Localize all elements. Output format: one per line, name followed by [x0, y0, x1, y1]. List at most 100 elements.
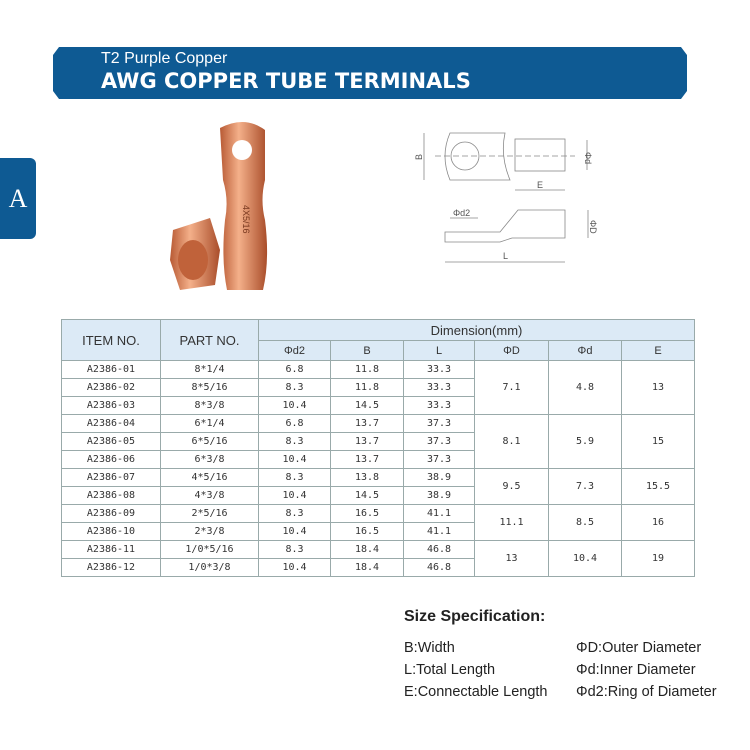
- table-cell-d: 4.8: [548, 360, 622, 415]
- table-cell: 18.4: [330, 540, 404, 559]
- spec-item: Φd2:Ring of Diameter: [576, 684, 717, 700]
- table-cell: A2386-05: [61, 432, 161, 451]
- table-cell-d: 10.4: [548, 540, 622, 577]
- table-cell: 1/0*5/16: [160, 540, 259, 559]
- table-cell: 6*3/8: [160, 450, 259, 469]
- table-cell: 13.7: [330, 414, 404, 433]
- table-cell: 6.8: [258, 360, 331, 379]
- label-E: E: [537, 180, 543, 190]
- table-row: A2386-01 8*1/4 6.8 11.8 33.3 7.1 4.8 13: [61, 360, 695, 415]
- header-col: Φd2: [258, 340, 331, 361]
- table-row: A2386-12 1/0*3/8 10.4 18.4 46.8: [61, 558, 695, 577]
- table-cell-D: 9.5: [474, 468, 549, 505]
- header-item-no: ITEM NO.: [61, 319, 161, 361]
- table-cell: A2386-03: [61, 396, 161, 415]
- header-dimension: Dimension(mm): [258, 319, 695, 341]
- table-cell: 2*3/8: [160, 522, 259, 541]
- table-cell: 8.3: [258, 504, 331, 523]
- label-D: ΦD: [588, 220, 598, 234]
- title-banner: T2 Purple Copper AWG COPPER TUBE TERMINA…: [53, 47, 687, 99]
- spec-table: ITEM NO. PART NO. Dimension(mm) Φd2 B L ΦD Φ…: [61, 319, 695, 577]
- table-cell: 8*5/16: [160, 378, 259, 397]
- label-L: L: [503, 251, 508, 261]
- table-cell: 10.4: [258, 396, 331, 415]
- table-cell: A2386-09: [61, 504, 161, 523]
- banner-title: AWG COPPER TUBE TERMINALS: [101, 69, 471, 93]
- table-cell-d: 8.5: [548, 504, 622, 541]
- table-cell-D: 7.1: [474, 360, 549, 415]
- table-row: A2386-09 2*5/16 8.3 16.5 41.1 11.1 8.5 16: [61, 504, 695, 541]
- header-col: L: [403, 340, 475, 361]
- table-cell: A2386-12: [61, 558, 161, 577]
- table-cell: A2386-04: [61, 414, 161, 433]
- table-cell: A2386-01: [61, 360, 161, 379]
- table-cell: 33.3: [403, 360, 475, 379]
- header-col: B: [330, 340, 404, 361]
- spec-item: Φd:Inner Diameter: [576, 662, 696, 678]
- table-cell: A2386-11: [61, 540, 161, 559]
- table-cell: 2*5/16: [160, 504, 259, 523]
- table-cell-E: 19: [621, 540, 695, 577]
- table-cell: 16.5: [330, 504, 404, 523]
- table-cell: 16.5: [330, 522, 404, 541]
- table-row: A2386-07 4*5/16 8.3 13.8 38.9 9.5 7.3 15.5: [61, 468, 695, 505]
- table-cell: 41.1: [403, 522, 475, 541]
- table-cell: 10.4: [258, 558, 331, 577]
- table-cell: 8.3: [258, 468, 331, 487]
- table-cell: 10.4: [258, 486, 331, 505]
- table-cell: 8.3: [258, 540, 331, 559]
- table-row: A2386-04 6*1/4 6.8 13.7 37.3 8.1 5.9 15: [61, 414, 695, 469]
- table-cell: 13.7: [330, 450, 404, 469]
- spec-item: E:Connectable Length: [404, 684, 548, 700]
- table-cell-d: 7.3: [548, 468, 622, 505]
- table-cell: 8.3: [258, 378, 331, 397]
- size-specification: Size Specification: B:Width ΦD:Outer Diam…: [404, 608, 750, 700]
- table-cell: 8*1/4: [160, 360, 259, 379]
- table-cell: 33.3: [403, 396, 475, 415]
- table-cell: 18.4: [330, 558, 404, 577]
- table-row: A2386-11 1/0*5/16 8.3 18.4 46.8 13 10.4 19: [61, 540, 695, 577]
- table-cell: 4*3/8: [160, 486, 259, 505]
- table-cell: 37.3: [403, 414, 475, 433]
- table-cell: 11.8: [330, 360, 404, 379]
- spec-title: Size Specification:: [404, 608, 546, 625]
- header-col: Φd: [548, 340, 622, 361]
- table-cell-D: 13: [474, 540, 549, 577]
- table-cell-E: 16: [621, 504, 695, 541]
- table-cell-D: 8.1: [474, 414, 549, 469]
- table-cell: 37.3: [403, 450, 475, 469]
- table-cell: 8*3/8: [160, 396, 259, 415]
- table-cell-D: 11.1: [474, 504, 549, 541]
- label-d2: Φd2: [453, 208, 470, 218]
- spec-item: ΦD:Outer Diameter: [576, 640, 702, 656]
- section-tab: A: [0, 158, 36, 239]
- table-cell-E: 13: [621, 360, 695, 415]
- table-row: A2386-08 4*3/8 10.4 14.5 38.9: [61, 486, 695, 505]
- photo-stamp: 4X5/16: [241, 205, 251, 234]
- label-B: B: [414, 154, 424, 160]
- table-row: A2386-03 8*3/8 10.4 14.5 33.3: [61, 396, 695, 415]
- table-cell: 8.3: [258, 432, 331, 451]
- table-cell: 4*5/16: [160, 468, 259, 487]
- table-cell: 38.9: [403, 468, 475, 487]
- label-d: Φd: [583, 152, 593, 164]
- table-cell: 6*5/16: [160, 432, 259, 451]
- dimension-drawing: B Φd E Φd2 ΦD L: [414, 132, 598, 263]
- table-cell: A2386-02: [61, 378, 161, 397]
- table-cell: A2386-10: [61, 522, 161, 541]
- table-cell: 1/0*3/8: [160, 558, 259, 577]
- table-cell: 6.8: [258, 414, 331, 433]
- banner-subtitle: T2 Purple Copper: [101, 50, 228, 67]
- header-col: E: [621, 340, 695, 361]
- table-cell: 37.3: [403, 432, 475, 451]
- table-cell: 33.3: [403, 378, 475, 397]
- table-cell: 13.8: [330, 468, 404, 487]
- table-cell: 41.1: [403, 504, 475, 523]
- table-cell: 10.4: [258, 450, 331, 469]
- table-row: A2386-02 8*5/16 8.3 11.8 33.3: [61, 378, 695, 397]
- copper-terminal-photo: 4X5/16: [170, 121, 268, 290]
- table-cell: A2386-06: [61, 450, 161, 469]
- table-cell-E: 15: [621, 414, 695, 469]
- spec-item: L:Total Length: [404, 662, 496, 678]
- table-cell: 6*1/4: [160, 414, 259, 433]
